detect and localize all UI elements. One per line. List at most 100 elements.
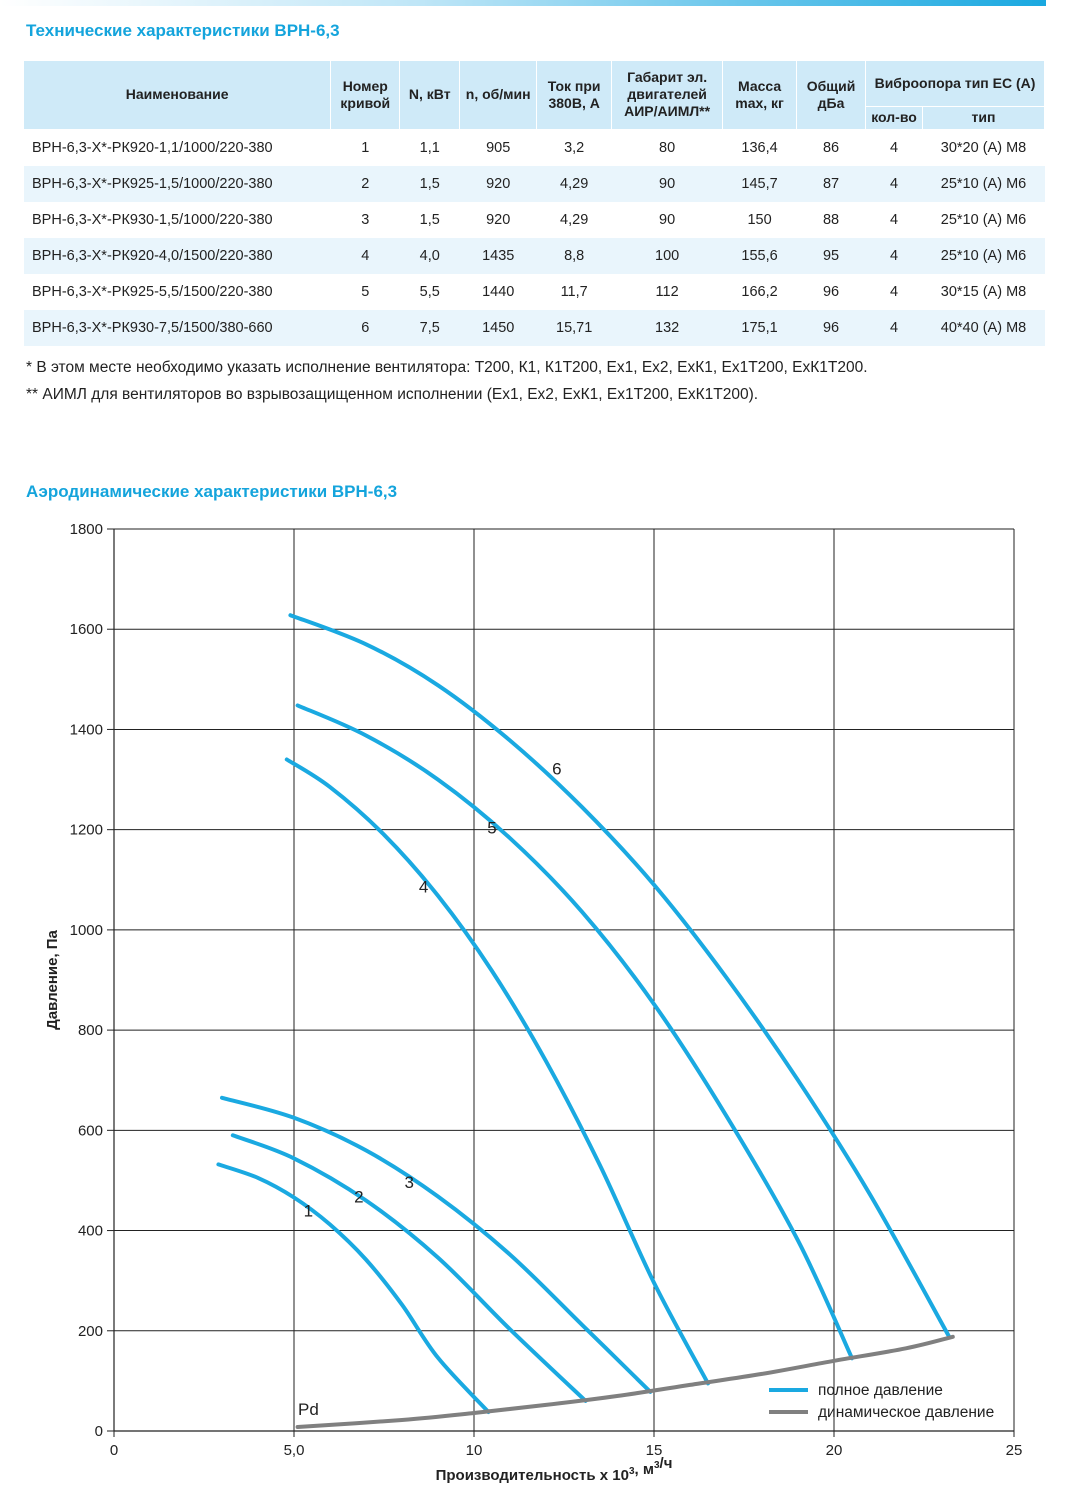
cell-noise: 86 (822, 139, 840, 156)
cell-noise: 95 (796, 237, 866, 274)
cell-power: 5,5 (419, 283, 440, 300)
series-line-curve-3 (220, 1095, 653, 1394)
aero-title: Аэродинамические характеристики ВРН-6,3 (26, 482, 398, 501)
cell-noise: 87 (796, 165, 866, 202)
table-row: ВРН-6,3-Х*-РК920-1,1/1000/220-380 1 1,1 … (24, 129, 1045, 166)
x-tick-label: 25 (1006, 1442, 1023, 1459)
cell-curve: 2 (330, 165, 400, 202)
cell-noise: 96 (796, 309, 866, 346)
series-label-curve-6: 6 (552, 760, 561, 779)
spec-table: Наименование Номер кривой N, кВт n, об/м… (24, 61, 1045, 346)
x-tick-label: 5,0 (284, 1442, 305, 1459)
x-tick-label: 0 (110, 1442, 118, 1459)
header-current: Ток при 380В, А (536, 61, 613, 130)
y-tick-label: 1800 (70, 521, 103, 538)
cell-current: 3,2 (564, 139, 585, 156)
chart-legend: полное давление динамическое давление (769, 1382, 994, 1421)
cell-motor: 132 (611, 309, 723, 346)
cell-current: 15,71 (536, 309, 612, 346)
x-tick-label: 20 (826, 1442, 843, 1459)
series-label-curve-2: 2 (354, 1187, 363, 1206)
cell-motor: 100 (611, 237, 723, 274)
series-label-curve-4: 4 (419, 877, 428, 896)
cell-mass: 175,1 (722, 309, 797, 346)
cell-mass: 136,4 (741, 139, 778, 156)
header-mass: Масса max, кг (722, 61, 798, 130)
y-axis-label: Давление, Па (44, 929, 61, 1029)
y-tick-label: 1200 (70, 822, 103, 839)
table-row: ВРН-6,3-Х*-РК930-7,5/1500/380-660 6 7,5 … (24, 309, 1045, 346)
x-tick-label: 15 (646, 1442, 663, 1459)
cell-type: 40*40 (А) М8 (922, 309, 1045, 346)
cell-mass: 145,7 (722, 165, 797, 202)
legend-label-full: полное давление (818, 1382, 943, 1399)
cell-current: 8,8 (536, 237, 612, 274)
cell-power: 4,0 (399, 237, 460, 274)
cell-curve: 3 (361, 211, 370, 228)
top-accent-bar (0, 0, 1046, 6)
series-label-curve-3: 3 (404, 1173, 413, 1192)
cell-count: 4 (889, 283, 899, 300)
series-label-curve-1: 1 (304, 1202, 313, 1221)
spec-title: Технические характеристики ВРН-6,3 (26, 21, 340, 40)
cell-rpm: 920 (486, 211, 511, 228)
cell-count: 4 (865, 165, 923, 202)
table-row: ВРН-6,3-Х*-РК925-1,5/1000/220-380 2 1,5 … (24, 165, 1045, 202)
chart-ticks: 0 5,0 10 15 20 250200400600800100012001400160… (70, 521, 1023, 1459)
series-line-dynamic-pd (295, 1334, 955, 1429)
cell-motor: 80 (659, 139, 676, 156)
cell-curve: 6 (330, 309, 400, 346)
header-mount-type: тип (922, 106, 1045, 130)
y-tick-label: 1000 (70, 922, 103, 939)
header-power: N, кВт (399, 61, 461, 130)
series-label-pd: Pd (298, 1400, 319, 1419)
y-tick-label: 200 (78, 1323, 103, 1340)
cell-name: ВРН-6,3-Х*-РК930-7,5/1500/380-660 (24, 309, 331, 346)
cell-name: ВРН-6,3-Х*-РК920-1,1/1000/220-380 (32, 139, 273, 156)
cell-power: 1,5 (419, 211, 440, 228)
cell-name: ВРН-6,3-Х*-РК925-5,5/1500/220-380 (32, 283, 273, 300)
cell-curve: 5 (361, 283, 370, 300)
cell-type: 25*10 (А) М6 (922, 165, 1045, 202)
series-line-curve-5 (295, 703, 854, 1361)
header-mount: Виброопора тип ЕС (А) (865, 61, 1045, 107)
cell-type: 25*10 (А) М6 (940, 211, 1027, 228)
cell-rpm: 905 (486, 139, 511, 156)
cell-type: 25*10 (А) М6 (922, 237, 1045, 274)
cell-motor: 90 (611, 165, 723, 202)
header-mount-count: кол-во (865, 106, 923, 130)
cell-name: ВРН-6,3-Х*-РК925-1,5/1000/220-380 (24, 165, 331, 202)
cell-name: ВРН-6,3-Х*-РК930-1,5/1000/220-380 (32, 211, 273, 228)
cell-name: ВРН-6,3-Х*-РК920-4,0/1500/220-380 (24, 237, 331, 274)
y-tick-label: 600 (78, 1122, 103, 1139)
cell-rpm: 1440 (482, 283, 515, 300)
series-line-curve-1 (216, 1162, 491, 1414)
chart-curves: 1 2 3 4 5 6 Pd (216, 613, 955, 1429)
legend-label-dynamic: динамическое давление (818, 1404, 994, 1421)
cell-count: 4 (889, 139, 899, 156)
cell-count: 4 (865, 309, 923, 346)
cell-count: 4 (889, 211, 899, 228)
cell-motor: 90 (659, 211, 676, 228)
series-line-curve-4 (284, 757, 710, 1386)
cell-current: 4,29 (536, 165, 612, 202)
table-row: ВРН-6,3-Х*-РК925-5,5/1500/220-380 5 5,5 … (24, 274, 1045, 310)
y-tick-label: 1400 (70, 721, 103, 738)
cell-power: 7,5 (399, 309, 460, 346)
chart-grid (113, 528, 1015, 1432)
x-axis-label: Производительность х 103, м3/ч (436, 1455, 673, 1484)
cell-curve: 1 (361, 139, 370, 156)
cell-motor: 112 (655, 283, 679, 300)
cell-type: 30*20 (А) М8 (940, 139, 1027, 156)
cell-current: 4,29 (560, 211, 589, 228)
cell-noise: 96 (822, 283, 840, 300)
header-noise: Общий дБа (796, 61, 867, 130)
series-label-curve-5: 5 (487, 819, 496, 838)
table-row: ВРН-6,3-Х*-РК930-1,5/1000/220-380 3 1,5 … (24, 202, 1045, 238)
series-line-curve-6 (288, 613, 952, 1339)
header-name: Наименование (24, 61, 332, 130)
series-line-curve-2 (230, 1133, 588, 1403)
cell-mass: 155,6 (722, 237, 797, 274)
table-row: ВРН-6,3-Х*-РК920-4,0/1500/220-380 4 4,0 … (24, 237, 1045, 274)
cell-power: 1,5 (399, 165, 460, 202)
